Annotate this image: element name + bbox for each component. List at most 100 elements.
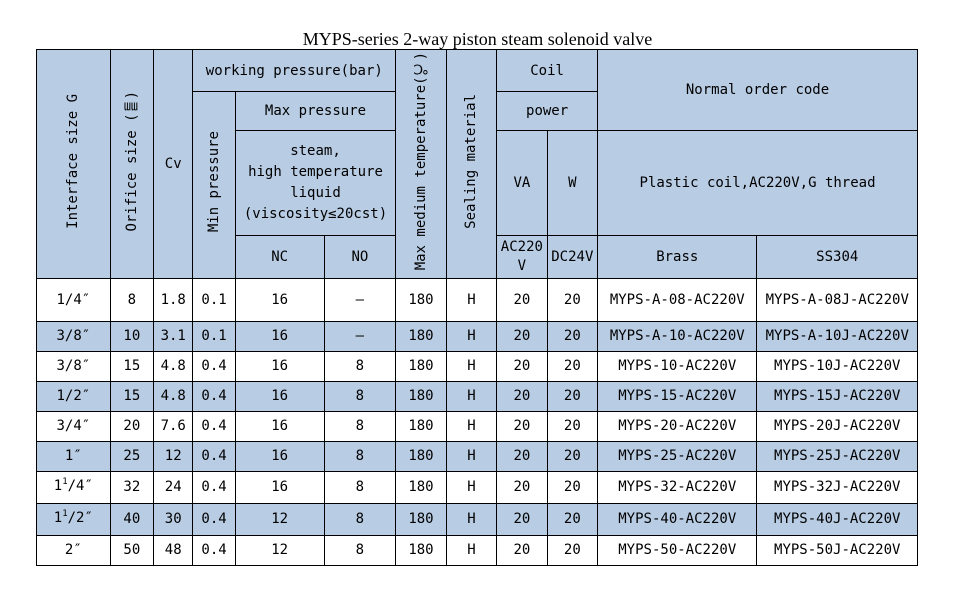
cell-brass: MYPS-10-AC220V [597, 351, 758, 382]
spec-table: Interface size G Orifice size (㎜) Cv wor… [36, 49, 918, 566]
cell-temp: 180 [395, 278, 447, 322]
cell-min-p: 0.4 [192, 503, 236, 536]
cell-cv: 12 [153, 441, 194, 472]
header-dc24v: DC24V [546, 235, 599, 279]
cell-seal: H [445, 503, 498, 536]
cell-va: 20 [496, 321, 548, 352]
cell-min-p: 0.4 [192, 411, 236, 442]
cell-no: 8 [323, 411, 397, 442]
cell-va: 20 [496, 503, 548, 536]
cell-seal: H [445, 351, 498, 382]
cell-ss304: MYPS-10J-AC220V [756, 351, 918, 382]
header-coil-spec: Plastic coil,AC220V,G thread [597, 130, 918, 236]
cell-brass: MYPS-20-AC220V [597, 411, 758, 442]
cell-no: 8 [323, 471, 397, 504]
cell-cv: 4.8 [153, 351, 194, 382]
table-row: 2″ 50 48 0.4 12 8 180 H 20 20 MYPS-50-AC220V MYPS-5… [36, 535, 918, 566]
cell-w: 20 [546, 503, 599, 536]
cell-no: – [323, 278, 397, 322]
table-row: 1″ 25 12 0.4 16 8 180 H 20 20 MYPS-25-AC220V MYPS-2… [36, 441, 918, 472]
table-row: 3/4″ 20 7.6 0.4 16 8 180 H 20 20 MYPS-20-AC220V MYP… [36, 411, 918, 442]
cell-size: 1/2″ [36, 381, 111, 412]
cell-min-p: 0.4 [192, 351, 236, 382]
cell-no: 8 [323, 503, 397, 536]
cell-nc: 16 [234, 351, 325, 382]
cell-orifice: 15 [109, 381, 155, 412]
header-nc: NC [234, 235, 325, 279]
cell-nc: 16 [234, 278, 325, 322]
cell-temp: 180 [395, 535, 447, 566]
cell-seal: H [445, 411, 498, 442]
cell-brass: MYPS-A-10-AC220V [597, 321, 758, 352]
cell-seal: H [445, 278, 498, 322]
cell-cv: 24 [153, 471, 194, 504]
cell-w: 20 [546, 441, 599, 472]
cell-nc: 16 [234, 411, 325, 442]
cell-size: 2″ [36, 535, 111, 566]
cell-orifice: 20 [109, 411, 155, 442]
table-body: 1/4″ 8 1.8 0.1 16–180 H 20 20 MYPS-A-08-AC220V MY… [36, 278, 918, 566]
cell-min-p: 0.4 [192, 381, 236, 412]
cell-size: 11/2″ [36, 503, 111, 536]
cell-va: 20 [496, 471, 548, 504]
cell-nc: 16 [234, 321, 325, 352]
cell-nc: 16 [234, 471, 325, 504]
cell-w: 20 [546, 411, 599, 442]
cell-va: 20 [496, 441, 548, 472]
cell-seal: H [445, 471, 498, 504]
cell-brass: MYPS-15-AC220V [597, 381, 758, 412]
cell-min-p: 0.4 [192, 441, 236, 472]
cell-temp: 180 [395, 381, 447, 412]
title-text: MYPS-series 2-way piston steam solenoid … [302, 29, 653, 49]
cell-ss304: MYPS-32J-AC220V [756, 471, 918, 504]
cell-cv: 4.8 [153, 381, 194, 412]
cell-min-p: 0.1 [192, 321, 236, 352]
header-coil: Coil [496, 49, 599, 92]
table-row: 1/4″ 8 1.8 0.1 16–180 H 20 20 MYPS-A-08-AC220V MY… [36, 278, 918, 322]
header-min-pressure: Min pressure [192, 91, 236, 279]
header-max-medium-temp: Max medium temperature(℃) [395, 49, 447, 279]
cell-orifice: 25 [109, 441, 155, 472]
cell-va: 20 [496, 411, 548, 442]
cell-w: 20 [546, 321, 599, 352]
cell-w: 20 [546, 471, 599, 504]
cell-va: 20 [496, 351, 548, 382]
cell-ss304: MYPS-A-10J-AC220V [756, 321, 918, 352]
cell-orifice: 8 [109, 278, 155, 322]
header-cv: Cv [153, 49, 194, 279]
header-normal-order-code: Normal order code [597, 49, 918, 131]
cell-min-p: 0.1 [192, 278, 236, 322]
cell-size: 3/4″ [36, 411, 111, 442]
header-va: VA [496, 130, 548, 236]
cell-orifice: 50 [109, 535, 155, 566]
cell-ss304: MYPS-A-08J-AC220V [756, 278, 918, 322]
cell-no: – [323, 321, 397, 352]
cell-no: 8 [323, 441, 397, 472]
cell-cv: 7.6 [153, 411, 194, 442]
cell-temp: 180 [395, 411, 447, 442]
cell-w: 20 [546, 278, 599, 322]
cell-ss304: MYPS-20J-AC220V [756, 411, 918, 442]
cell-va: 20 [496, 278, 548, 322]
cell-size: 3/8″ [36, 351, 111, 382]
cell-nc: 12 [234, 503, 325, 536]
cell-temp: 180 [395, 351, 447, 382]
cell-w: 20 [546, 351, 599, 382]
cell-ss304: MYPS-15J-AC220V [756, 381, 918, 412]
cell-orifice: 10 [109, 321, 155, 352]
header-max-pressure: Max pressure [234, 91, 397, 131]
cell-temp: 180 [395, 321, 447, 352]
header-brass: Brass [597, 235, 758, 279]
table-row: 11/4″ 32 24 0.4 16 8 180 H 20 20 MYPS-32-AC220V MYP… [36, 471, 918, 504]
cell-ss304: MYPS-40J-AC220V [756, 503, 918, 536]
cell-va: 20 [496, 381, 548, 412]
cell-min-p: 0.4 [192, 535, 236, 566]
page-title: MYPS-series 2-way piston steam solenoid … [0, 29, 959, 49]
cell-w: 20 [546, 381, 599, 412]
cell-seal: H [445, 441, 498, 472]
cell-size: 1″ [36, 441, 111, 472]
cell-no: 8 [323, 535, 397, 566]
cell-orifice: 40 [109, 503, 155, 536]
cell-brass: MYPS-40-AC220V [597, 503, 758, 536]
cell-nc: 16 [234, 441, 325, 472]
